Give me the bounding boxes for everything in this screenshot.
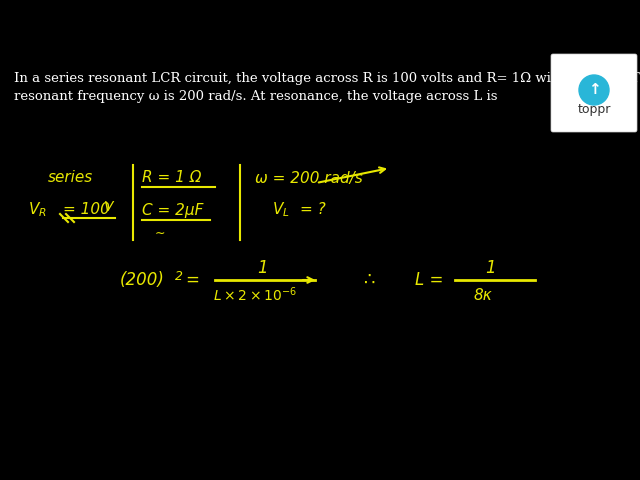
- Text: L =: L =: [415, 271, 444, 289]
- Text: V: V: [104, 200, 113, 214]
- Text: 8κ: 8κ: [474, 288, 492, 302]
- Text: ∴: ∴: [364, 271, 376, 289]
- Text: (200): (200): [120, 271, 165, 289]
- Text: 2: 2: [175, 269, 183, 283]
- Text: $L \times 2 \times 10^{-6}$: $L \times 2 \times 10^{-6}$: [213, 286, 297, 304]
- Text: In a series resonant LCR circuit, the voltage across R is 100 volts and R= 1Ω wi: In a series resonant LCR circuit, the vo…: [14, 72, 640, 85]
- Text: ω = 200 rad/s: ω = 200 rad/s: [255, 170, 363, 185]
- Text: = 100: = 100: [63, 203, 110, 217]
- Text: 1: 1: [484, 259, 495, 277]
- FancyBboxPatch shape: [551, 54, 637, 132]
- Text: toppr: toppr: [577, 104, 611, 117]
- Text: R = 1 Ω: R = 1 Ω: [142, 170, 202, 185]
- Text: = ?: = ?: [300, 203, 326, 217]
- Text: C = 2μF: C = 2μF: [142, 203, 204, 217]
- Text: $V_R$: $V_R$: [28, 201, 47, 219]
- Text: ∼: ∼: [155, 227, 166, 240]
- Circle shape: [579, 75, 609, 105]
- Text: series: series: [48, 170, 93, 185]
- Text: 1: 1: [257, 259, 268, 277]
- Text: resonant frequency ω is 200 rad/s. At resonance, the voltage across L is: resonant frequency ω is 200 rad/s. At re…: [14, 90, 497, 103]
- Text: ↑: ↑: [588, 83, 600, 97]
- Text: $V_L$: $V_L$: [272, 201, 290, 219]
- Text: =: =: [185, 271, 199, 289]
